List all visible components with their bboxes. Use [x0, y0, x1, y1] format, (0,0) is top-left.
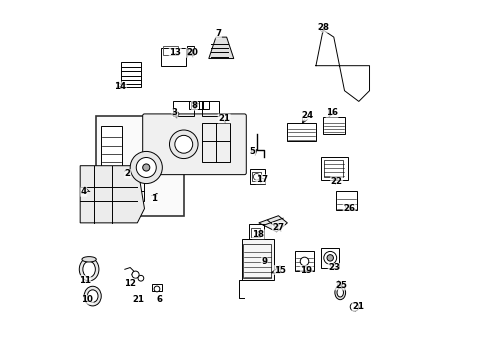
Text: 19: 19: [300, 266, 312, 275]
Bar: [173, 102, 194, 116]
Circle shape: [323, 251, 336, 264]
Bar: [160, 48, 185, 66]
Text: 14: 14: [114, 82, 126, 91]
Bar: [201, 123, 230, 162]
Bar: [96, 116, 183, 216]
Bar: [243, 244, 271, 278]
Text: 9: 9: [261, 257, 266, 266]
Bar: [241, 239, 273, 280]
Bar: [287, 123, 315, 141]
Text: 25: 25: [334, 281, 346, 290]
Circle shape: [175, 135, 192, 153]
Text: 16: 16: [325, 108, 337, 117]
Circle shape: [132, 271, 139, 278]
Bar: [321, 157, 347, 180]
Polygon shape: [258, 216, 287, 232]
Circle shape: [253, 174, 259, 180]
Ellipse shape: [84, 286, 101, 306]
Ellipse shape: [79, 258, 99, 281]
Text: 24: 24: [300, 111, 312, 120]
Text: 12: 12: [124, 279, 136, 288]
Ellipse shape: [334, 285, 345, 300]
Text: 15: 15: [274, 266, 285, 275]
Text: 27: 27: [272, 222, 284, 231]
Bar: [248, 224, 263, 239]
Bar: [101, 126, 122, 205]
Bar: [321, 248, 339, 267]
Text: 13: 13: [169, 48, 181, 57]
Circle shape: [142, 164, 149, 171]
Circle shape: [349, 302, 358, 311]
Text: 26: 26: [343, 204, 354, 213]
Text: 2: 2: [124, 169, 130, 178]
Text: 1: 1: [151, 194, 157, 203]
Circle shape: [154, 286, 160, 292]
Text: 3: 3: [171, 108, 178, 117]
Circle shape: [130, 152, 162, 184]
Bar: [323, 117, 344, 134]
Text: 23: 23: [327, 264, 340, 273]
Polygon shape: [271, 266, 280, 273]
Text: 20: 20: [185, 48, 198, 57]
Text: 21: 21: [218, 114, 230, 123]
Bar: [189, 101, 208, 109]
Bar: [130, 180, 144, 202]
Text: 22: 22: [330, 176, 342, 185]
Text: 21: 21: [351, 302, 364, 311]
Circle shape: [174, 112, 179, 116]
Bar: [249, 168, 264, 184]
Ellipse shape: [87, 290, 98, 302]
Ellipse shape: [82, 261, 95, 277]
Bar: [121, 62, 141, 87]
Bar: [251, 172, 261, 181]
Text: 28: 28: [316, 23, 328, 32]
Ellipse shape: [336, 288, 343, 297]
Bar: [201, 102, 219, 116]
Text: 5: 5: [249, 147, 255, 156]
Bar: [294, 251, 313, 271]
Circle shape: [326, 255, 333, 261]
Text: 6: 6: [156, 295, 162, 304]
Circle shape: [136, 157, 156, 177]
Text: 8: 8: [191, 101, 197, 110]
Bar: [151, 284, 162, 291]
Text: 11: 11: [79, 275, 91, 284]
Circle shape: [169, 130, 198, 158]
Text: 18: 18: [252, 230, 264, 239]
Bar: [250, 228, 259, 237]
Circle shape: [300, 257, 308, 266]
Bar: [335, 191, 356, 210]
Bar: [323, 159, 343, 177]
Polygon shape: [208, 37, 233, 59]
Ellipse shape: [82, 257, 96, 262]
Text: 4: 4: [81, 187, 87, 196]
Bar: [187, 46, 193, 55]
Text: 7: 7: [215, 29, 221, 38]
Circle shape: [188, 49, 193, 54]
FancyBboxPatch shape: [142, 114, 246, 175]
Text: 17: 17: [255, 175, 267, 184]
Bar: [163, 46, 177, 55]
Circle shape: [138, 275, 143, 281]
Text: 21: 21: [132, 295, 144, 304]
Text: 10: 10: [81, 295, 93, 304]
Polygon shape: [80, 166, 144, 223]
